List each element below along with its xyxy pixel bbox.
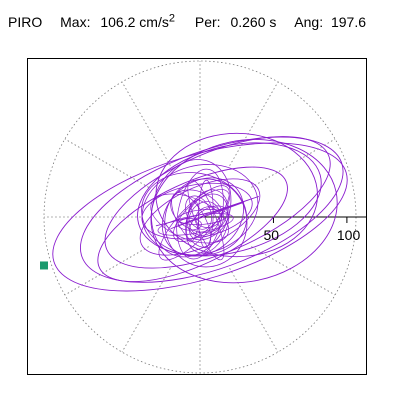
grid-spoke bbox=[229, 268, 279, 353]
grid-spoke bbox=[121, 268, 171, 353]
period-value: 0.260 s bbox=[230, 14, 277, 30]
grid-spoke bbox=[64, 246, 149, 296]
trace-core-loop bbox=[195, 206, 223, 228]
tick-labels: 50 100 bbox=[263, 227, 360, 243]
trace-core-loop bbox=[186, 193, 228, 238]
trace-loop bbox=[161, 177, 244, 257]
trace-loop bbox=[164, 178, 248, 268]
grid-spoke bbox=[64, 138, 149, 188]
trace-loop bbox=[97, 166, 288, 283]
trace-streak bbox=[155, 196, 259, 230]
trace-core-loop bbox=[158, 185, 230, 261]
max-unit-exponent: 2 bbox=[168, 12, 175, 25]
trace-loop bbox=[104, 136, 331, 269]
polar-plot: 50 100 bbox=[40, 60, 366, 374]
trace-core-loop bbox=[198, 179, 214, 249]
radial-tick-label: 100 bbox=[337, 227, 361, 243]
trace-loop bbox=[137, 142, 322, 257]
trace-core-loop bbox=[189, 205, 229, 241]
trace-core-loop bbox=[157, 213, 234, 236]
trace-loop bbox=[150, 138, 338, 284]
peak-marker bbox=[40, 261, 48, 270]
max-number: 106.2 bbox=[100, 14, 136, 30]
station-code: PIRO bbox=[8, 14, 43, 30]
angle-value: 197.6 bbox=[330, 14, 367, 30]
max-value: 106.2 cm/s2 bbox=[100, 12, 175, 30]
period-label: Per: bbox=[194, 14, 221, 30]
polar-plot-frame: 50 100 bbox=[27, 58, 367, 375]
grid-spoke bbox=[251, 138, 336, 188]
trace-core-loop bbox=[173, 189, 230, 242]
grid-spoke bbox=[121, 81, 171, 166]
trace-loop bbox=[141, 172, 248, 256]
trace-loop bbox=[155, 132, 318, 258]
particle-trace bbox=[52, 132, 348, 292]
trace-core-loop bbox=[150, 193, 229, 244]
spectrum-header: PIRO Max: 106.2 cm/s2 Per: 0.260 s Ang: … bbox=[8, 12, 367, 30]
trace-core-loop bbox=[171, 192, 212, 248]
max-unit: cm/s bbox=[139, 14, 169, 30]
grid-spoke bbox=[229, 81, 279, 166]
angle-label: Ang: bbox=[294, 14, 324, 30]
peak-marker-square bbox=[40, 261, 48, 270]
radial-tick-label: 50 bbox=[263, 227, 279, 243]
trace-loop bbox=[80, 136, 344, 283]
max-label: Max: bbox=[60, 14, 91, 30]
grid-spoke bbox=[251, 246, 336, 296]
